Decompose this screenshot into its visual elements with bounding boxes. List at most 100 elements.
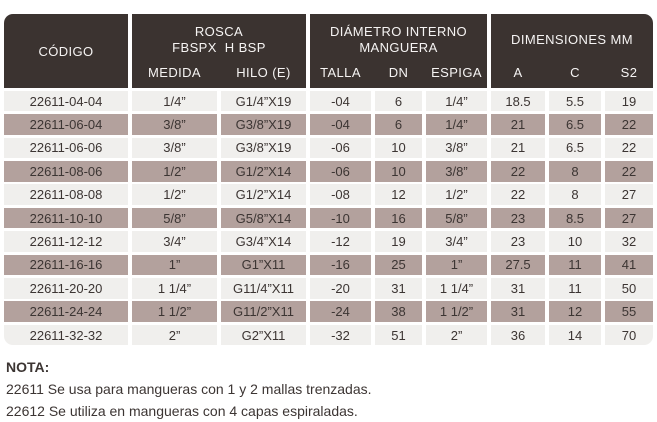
header-group-diametro: DIÁMETRO INTERNO MANGUERA TALLA DN ESPIG… (310, 14, 487, 88)
header-group-dimensiones: DIMENSIONES MM A C S2 (491, 14, 653, 88)
table-cell: 18.5 (491, 90, 545, 112)
header-rosca-title: ROSCA FBSPX H BSP (132, 14, 306, 65)
table-cell: 8 (549, 184, 601, 205)
table-cell: 70 (605, 324, 653, 346)
table-cell: 22 (605, 137, 653, 159)
table-cell: 21 (491, 137, 545, 159)
table-cell: 1 1/2” (132, 301, 217, 322)
table-cell: 12 (375, 184, 422, 205)
code-cell: 22611-06-04 (4, 114, 128, 135)
header-codigo: CÓDIGO (4, 14, 128, 88)
table-cell: 23 (491, 207, 545, 229)
table-cell: 2” (132, 324, 217, 346)
table-cell: 41 (605, 254, 653, 276)
table-cell: G5/8”X14 (221, 207, 306, 229)
header-diametro-title: DIÁMETRO INTERNO MANGUERA (310, 14, 487, 65)
table-cell: -20 (310, 277, 371, 299)
code-cell: 22611-12-12 (4, 231, 128, 252)
table-cell: G1”X11 (221, 254, 306, 276)
header-diametro-subcolumns: TALLA DN ESPIGA (310, 65, 487, 88)
table-cell: 1” (132, 254, 217, 276)
header-c: C (570, 65, 580, 80)
table-cell: 27.5 (491, 254, 545, 276)
table-cell: 1/2” (132, 160, 217, 182)
table-cell: 6.5 (549, 114, 601, 135)
table-cell: 6.5 (549, 137, 601, 159)
table-cell: 1 1/2” (426, 301, 487, 322)
table-cell: 10 (375, 137, 422, 159)
table-cell: 51 (375, 324, 422, 346)
table-cell: 32 (605, 231, 653, 252)
table-cell: 31 (375, 277, 422, 299)
table-cell: 1 1/4” (132, 277, 217, 299)
table-cell: 23 (491, 231, 545, 252)
table-cell: 1/2” (132, 184, 217, 205)
table-cell: 22 (491, 160, 545, 182)
table-cell: 6 (375, 114, 422, 135)
table-cell: 5.5 (549, 90, 601, 112)
table-cell: 22 (605, 160, 653, 182)
table-cell: G1/2”X14 (221, 160, 306, 182)
table-cell: 22 (491, 184, 545, 205)
header-dimensiones-line1: DIMENSIONES MM (511, 31, 633, 47)
header-medida: MEDIDA (148, 65, 201, 80)
header-codigo-label: CÓDIGO (38, 43, 94, 59)
table-cell: 8.5 (549, 207, 601, 229)
table-cell: -08 (310, 184, 371, 205)
header-diametro-line1: DIÁMETRO INTERNO (329, 23, 468, 39)
header-a: A (513, 65, 523, 80)
code-cell: 22611-04-04 (4, 90, 128, 112)
table-cell: -10 (310, 207, 371, 229)
header-s2: S2 (620, 65, 638, 80)
note-section: NOTA: 22611 Se usa para mangueras con 1 … (6, 356, 372, 422)
table-cell: G11/2”X11 (221, 301, 306, 322)
table-cell: 36 (491, 324, 545, 346)
table-cell: 38 (375, 301, 422, 322)
code-cell: 22611-32-32 (4, 324, 128, 346)
table-cell: G11/4”X11 (221, 277, 306, 299)
table-cell: 55 (605, 301, 653, 322)
table-cell: 3/8” (426, 160, 487, 182)
table-cell: 11 (549, 254, 601, 276)
table-cell: G3/8”X19 (221, 137, 306, 159)
header-hilo: HILO (E) (236, 65, 291, 80)
table-cell: 25 (375, 254, 422, 276)
note-title: NOTA: (6, 359, 50, 375)
table-cell: -12 (310, 231, 371, 252)
table-cell: -06 (310, 137, 371, 159)
table-cell: 14 (549, 324, 601, 346)
table-cell: -06 (310, 160, 371, 182)
table-cell: 1/4” (426, 114, 487, 135)
table-cell: 2” (426, 324, 487, 346)
table-cell: G2”X11 (221, 324, 306, 346)
table-cell: -32 (310, 324, 371, 346)
table-cell: 10 (549, 231, 601, 252)
table-cell: 5/8” (426, 207, 487, 229)
header-rosca-subcolumns: MEDIDA HILO (E) (132, 65, 306, 88)
table-cell: G1/2”X14 (221, 184, 306, 205)
table-cell: G3/8”X19 (221, 114, 306, 135)
table-cell: 3/8” (132, 137, 217, 159)
table-cell: 1/4” (426, 90, 487, 112)
table-cell: 6 (375, 90, 422, 112)
table-cell: 27 (605, 207, 653, 229)
table-cell: -04 (310, 90, 371, 112)
table-cell: 27 (605, 184, 653, 205)
table-cell: 1/2” (426, 184, 487, 205)
table-cell: 1 1/4” (426, 277, 487, 299)
table-cell: 22 (605, 114, 653, 135)
table-cell: G1/4”X19 (221, 90, 306, 112)
table-cell: 31 (491, 301, 545, 322)
table-cell: 3/4” (426, 231, 487, 252)
table-cell: -24 (310, 301, 371, 322)
table-cell: -04 (310, 114, 371, 135)
code-cell: 22611-24-24 (4, 301, 128, 322)
header-diametro-line2: MANGUERA (359, 39, 438, 55)
code-cell: 22611-16-16 (4, 254, 128, 276)
header-espiga: ESPIGA (431, 65, 482, 80)
table-cell: 21 (491, 114, 545, 135)
table-cell: 5/8” (132, 207, 217, 229)
spec-table: CÓDIGO ROSCA FBSPX H BSP MEDIDA HILO (E)… (4, 14, 653, 346)
header-rosca-line1: ROSCA (194, 23, 244, 39)
table-cell: 3/8” (426, 137, 487, 159)
